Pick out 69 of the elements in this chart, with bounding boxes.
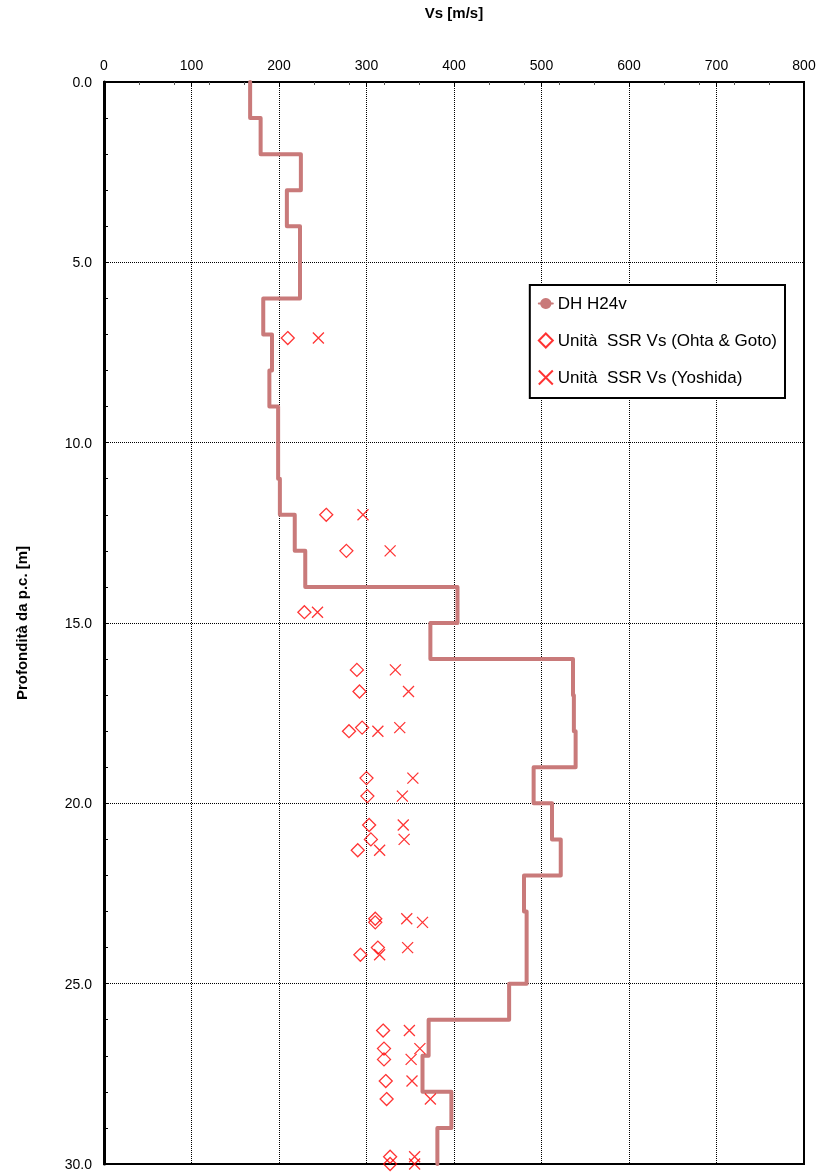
y-tick-label: 10.0 — [64, 434, 93, 451]
point — [389, 663, 402, 677]
point — [393, 721, 406, 734]
point — [382, 1156, 398, 1172]
point — [424, 1092, 437, 1106]
point — [416, 916, 429, 929]
point — [368, 911, 383, 926]
point — [352, 684, 367, 699]
x-tick-label: 500 — [529, 57, 554, 73]
x-tick-label: 200 — [267, 57, 291, 73]
point — [379, 1091, 394, 1107]
legend-label: DH H24v — [557, 294, 628, 313]
point — [403, 1024, 416, 1037]
point — [408, 1150, 421, 1163]
y-tick-label: 30.0 — [64, 1156, 93, 1172]
y-tick-label: 0.0 — [72, 74, 93, 90]
point — [397, 833, 411, 846]
point — [280, 330, 295, 346]
y-tick-label: 25.0 — [64, 975, 93, 992]
point — [350, 843, 365, 858]
x-tick-label: 300 — [354, 57, 379, 73]
legend-label: Unità SSR Vs (Yoshida) — [557, 368, 743, 387]
point — [297, 605, 312, 620]
point — [383, 544, 397, 558]
point — [371, 725, 385, 738]
point — [339, 543, 354, 559]
x-tick-label: 100 — [179, 57, 204, 73]
point — [397, 818, 410, 832]
point — [354, 720, 370, 735]
point — [373, 948, 386, 961]
point — [406, 771, 420, 785]
x-tick-label: 400 — [442, 57, 466, 73]
point — [368, 915, 383, 930]
point — [378, 1073, 393, 1089]
point — [408, 1157, 421, 1171]
point — [359, 770, 374, 786]
point — [375, 1023, 391, 1038]
point — [361, 817, 377, 833]
point — [405, 1074, 419, 1088]
point — [363, 832, 379, 847]
point — [312, 331, 325, 345]
y-tick-label: 20.0 — [64, 795, 93, 812]
y-axis-title: Profondità da p.c. [m] — [13, 545, 30, 701]
point — [319, 507, 334, 522]
point — [356, 508, 370, 521]
point — [376, 1041, 392, 1056]
point — [341, 724, 357, 739]
y-tick-label: 5.0 — [72, 254, 93, 271]
x-tick-label: 0 — [100, 57, 109, 73]
point — [396, 789, 409, 803]
x-tick-label: 800 — [792, 57, 816, 73]
legend-label: Unità SSR Vs (Ohta & Goto) — [557, 331, 778, 350]
point — [401, 941, 414, 954]
x-axis-title: Vs [m/s] — [424, 4, 484, 21]
point — [404, 1053, 418, 1066]
point — [370, 940, 386, 955]
x-tick-label: 600 — [617, 57, 641, 73]
point — [373, 844, 386, 857]
point — [349, 662, 365, 678]
point — [311, 606, 324, 619]
point — [360, 788, 375, 804]
x-tick-label: 700 — [704, 57, 729, 73]
point — [382, 1149, 398, 1164]
point — [402, 685, 415, 698]
point — [376, 1052, 392, 1067]
y-tick-label: 15.0 — [64, 615, 93, 631]
point — [353, 947, 368, 962]
point — [400, 912, 413, 925]
point — [413, 1042, 427, 1055]
